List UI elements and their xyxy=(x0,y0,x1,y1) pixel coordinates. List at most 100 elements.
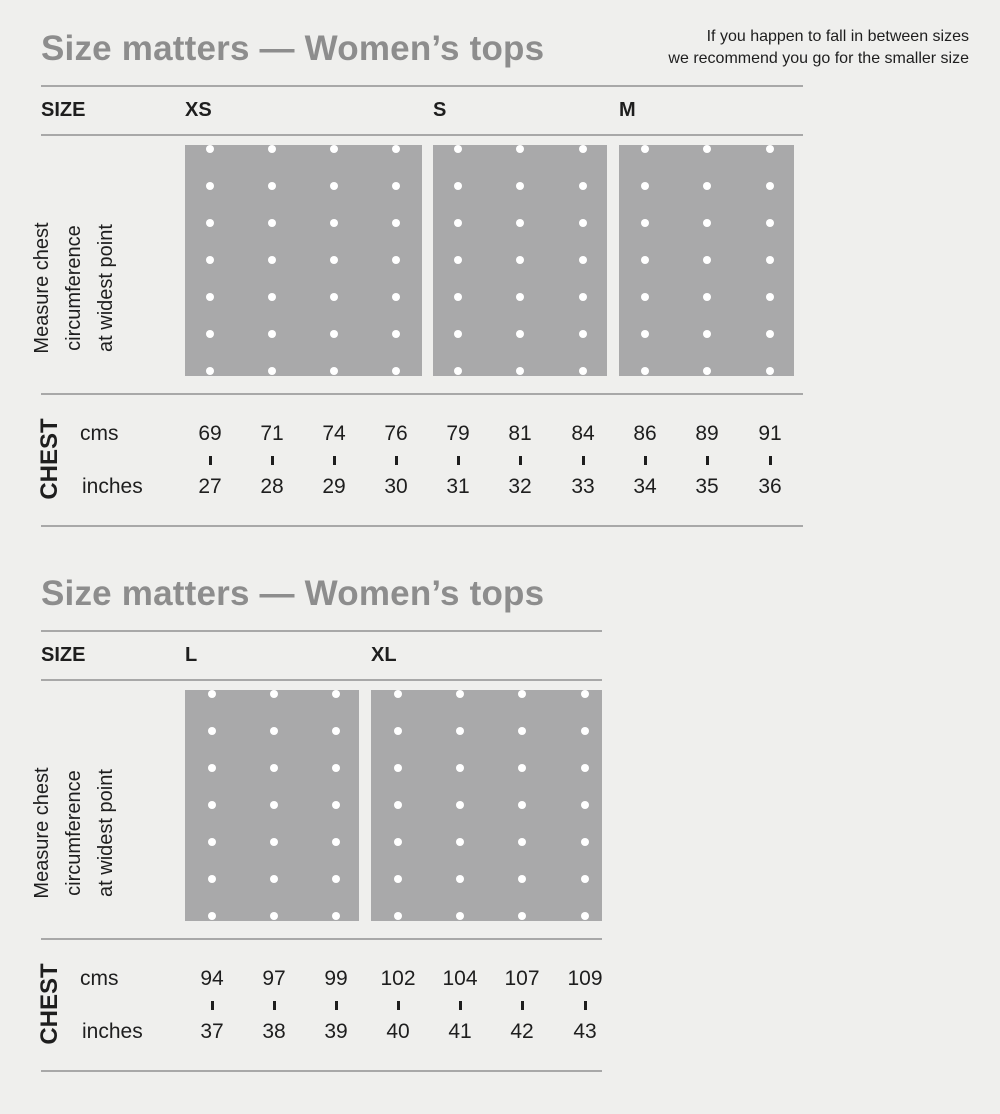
grid-dot xyxy=(766,182,774,190)
chest-tick-mark xyxy=(273,1001,276,1010)
divider-line xyxy=(41,1070,602,1072)
chest-tick-mark xyxy=(769,456,772,465)
grid-dot xyxy=(394,727,402,735)
chest-tick-mark xyxy=(335,1001,338,1010)
grid-dot xyxy=(641,219,649,227)
grid-dot xyxy=(332,690,340,698)
grid-dot xyxy=(703,182,711,190)
grid-dot xyxy=(766,330,774,338)
grid-dot xyxy=(766,145,774,153)
chest-cms-value: 84 xyxy=(571,422,595,445)
grid-dot xyxy=(579,330,587,338)
chest-tick-mark xyxy=(333,456,336,465)
size-advice-note: If you happen to fall in between sizes w… xyxy=(668,26,969,70)
chest-cms-value: 104 xyxy=(442,967,478,990)
grid-dot xyxy=(208,727,216,735)
grid-dot xyxy=(270,690,278,698)
grid-dot xyxy=(268,330,276,338)
grid-dot xyxy=(579,145,587,153)
chest-inches-value: 43 xyxy=(573,1020,597,1043)
grid-dot xyxy=(518,838,526,846)
grid-dot xyxy=(268,256,276,264)
size-panel xyxy=(371,690,602,921)
grid-dot xyxy=(581,912,589,920)
grid-dot xyxy=(703,293,711,301)
chest-cms-value: 97 xyxy=(262,967,286,990)
chest-inches-value: 38 xyxy=(262,1020,286,1043)
grid-dot xyxy=(581,801,589,809)
grid-dot xyxy=(270,764,278,772)
grid-dot xyxy=(579,182,587,190)
grid-dot xyxy=(394,875,402,883)
chest-tick-mark xyxy=(271,456,274,465)
size-advice-line-1: If you happen to fall in between sizes xyxy=(706,28,969,45)
size-name-xl: XL xyxy=(371,644,397,666)
grid-dot xyxy=(581,727,589,735)
grid-dot xyxy=(206,219,214,227)
chest-tick-mark xyxy=(395,456,398,465)
grid-dot xyxy=(579,219,587,227)
grid-dot xyxy=(641,145,649,153)
section-title: Size matters — Women’s tops xyxy=(41,29,545,68)
grid-dot xyxy=(330,182,338,190)
chest-inches-value: 31 xyxy=(446,475,470,498)
grid-dot xyxy=(581,838,589,846)
size-panel xyxy=(433,145,607,376)
grid-dot xyxy=(392,145,400,153)
grid-dot xyxy=(206,293,214,301)
grid-dot xyxy=(392,293,400,301)
grid-dot xyxy=(208,875,216,883)
size-panel xyxy=(619,145,794,376)
grid-dot xyxy=(456,838,464,846)
grid-dot xyxy=(330,145,338,153)
measure-instruction-line: at widest point xyxy=(95,224,117,352)
chest-cms-value: 107 xyxy=(504,967,540,990)
grid-dot xyxy=(332,838,340,846)
grid-dot xyxy=(579,367,587,375)
grid-dot xyxy=(454,330,462,338)
grid-dot xyxy=(392,367,400,375)
chest-inches-value: 37 xyxy=(200,1020,224,1043)
size-name-xs: XS xyxy=(185,99,212,121)
grid-dot xyxy=(332,764,340,772)
grid-dot xyxy=(270,912,278,920)
measure-instruction-line: circumference xyxy=(63,770,85,896)
chest-label: CHEST xyxy=(36,418,63,500)
grid-dot xyxy=(206,256,214,264)
chest-tick-mark xyxy=(459,1001,462,1010)
chest-tick-mark xyxy=(644,456,647,465)
size-panel xyxy=(185,690,359,921)
grid-dot xyxy=(454,145,462,153)
grid-dot xyxy=(392,256,400,264)
grid-dot xyxy=(766,256,774,264)
chest-cms-value: 69 xyxy=(198,422,222,445)
grid-dot xyxy=(268,293,276,301)
grid-dot xyxy=(206,330,214,338)
grid-dot xyxy=(641,293,649,301)
grid-dot xyxy=(518,727,526,735)
grid-dot xyxy=(579,293,587,301)
chest-tick-mark xyxy=(521,1001,524,1010)
chest-cms-value: 94 xyxy=(200,967,224,990)
grid-dot xyxy=(270,875,278,883)
grid-dot xyxy=(330,256,338,264)
chest-tick-mark xyxy=(584,1001,587,1010)
chest-cms-value: 79 xyxy=(446,422,470,445)
chest-label: CHEST xyxy=(36,963,63,1045)
grid-dot xyxy=(206,182,214,190)
chest-tick-mark xyxy=(211,1001,214,1010)
chest-cms-value: 81 xyxy=(508,422,532,445)
grid-dot xyxy=(516,145,524,153)
chest-inches-value: 34 xyxy=(633,475,657,498)
grid-dot xyxy=(581,690,589,698)
section-title: Size matters — Women’s tops xyxy=(41,574,545,613)
size-name-l: L xyxy=(185,644,198,666)
chest-inches-value: 28 xyxy=(260,475,284,498)
chest-inches-value: 35 xyxy=(695,475,719,498)
chest-cms-value: 102 xyxy=(380,967,416,990)
grid-dot xyxy=(270,727,278,735)
measure-instruction-line: circumference xyxy=(63,225,85,351)
grid-dot xyxy=(394,690,402,698)
grid-dot xyxy=(518,875,526,883)
grid-dot xyxy=(208,764,216,772)
